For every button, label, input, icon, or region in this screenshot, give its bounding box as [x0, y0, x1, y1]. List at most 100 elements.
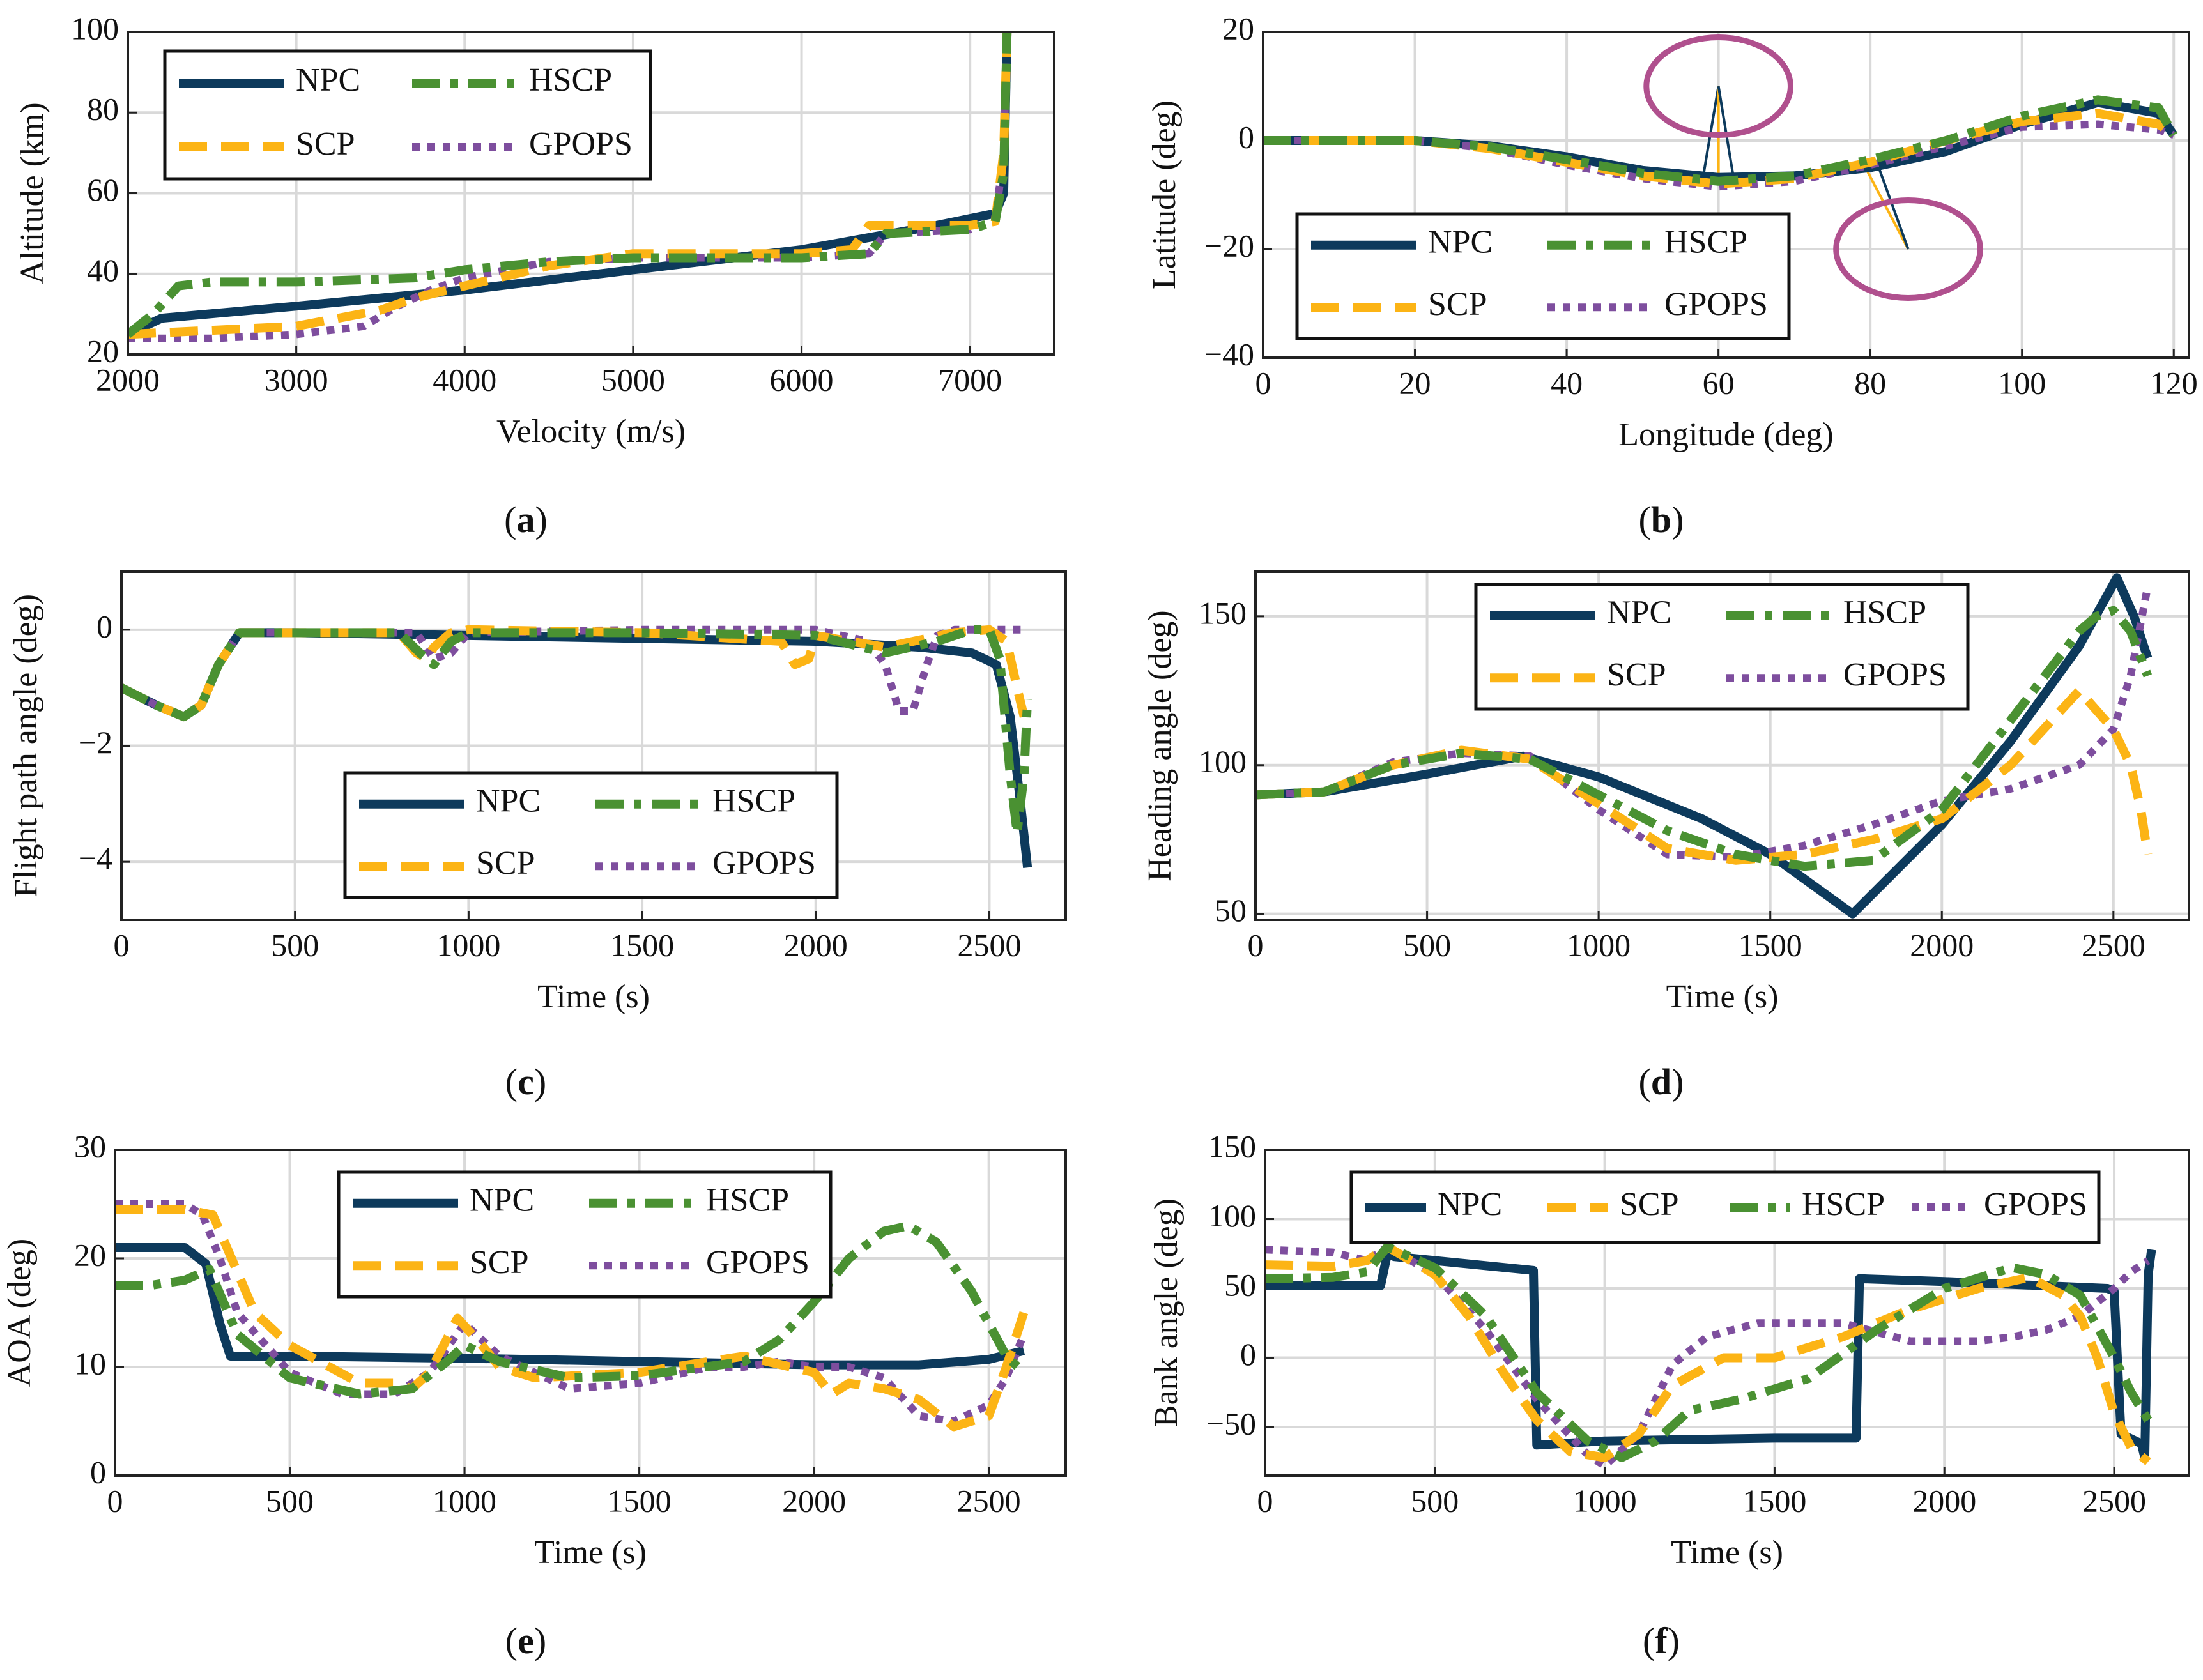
- series-line-hscp: [115, 1221, 1027, 1399]
- series-line-gpops: [1263, 120, 2176, 191]
- x-tick-label: 40: [1551, 365, 1583, 401]
- legend: NPC HSCP SCP GPOPS: [337, 1170, 833, 1299]
- y-tick-label: −40: [1204, 336, 1254, 372]
- y-tick-label: 0: [1238, 119, 1254, 155]
- y-tick-label: 60: [87, 172, 119, 208]
- plot-area: [1255, 573, 2153, 919]
- y-tick-label: −4: [79, 841, 112, 876]
- x-tick-label: 100: [1998, 365, 2046, 401]
- x-axis-label: Longitude (deg): [1618, 416, 1833, 453]
- legend-label-hscp: HSCP: [1664, 224, 1747, 261]
- plot-area: [1265, 1242, 2156, 1470]
- series-line-npc: [115, 1243, 1025, 1370]
- y-axis-label: Latitude (deg): [1146, 100, 1183, 289]
- x-tick-label: 60: [1703, 365, 1735, 401]
- axes-frame: [1254, 570, 2190, 921]
- legend-label-gpops: GPOPS: [1664, 286, 1768, 323]
- y-tick-label: 40: [87, 252, 119, 288]
- x-tick-label: 2000: [782, 1483, 846, 1518]
- x-tick-label: 1500: [608, 1483, 672, 1518]
- x-tick-label: 0: [1255, 365, 1271, 401]
- axes-frame: [114, 1149, 1067, 1477]
- legend-box: [1474, 583, 1970, 711]
- legend-label-gpops: GPOPS: [529, 126, 633, 162]
- legend-label-scp: SCP: [1620, 1186, 1679, 1223]
- series-line-gpops: [115, 1200, 1027, 1425]
- x-tick-label: 1500: [1739, 927, 1802, 963]
- legend: NPC HSCP SCP GPOPS: [343, 771, 839, 899]
- legend: NPC HSCP SCP GPOPS: [163, 49, 652, 181]
- axes-frame: [1262, 31, 2190, 359]
- x-tick-label: 0: [1248, 927, 1264, 963]
- chart-panel-d: 0 500 1000 1500 2000 2500 50 100 150 Time (s) Head…: [1142, 570, 2190, 1103]
- legend-label-hscp: HSCP: [712, 783, 795, 820]
- y-tick-label: 0: [1240, 1336, 1256, 1372]
- x-axis-label: Time (s): [1671, 1534, 1783, 1571]
- chart-panel-b: 0 20 40 60 80 100 120 −40 −20 0 20 Longitude (deg) L…: [1146, 10, 2198, 540]
- series-line-npc: [1255, 573, 2153, 919]
- x-tick-label: 2000: [784, 927, 848, 963]
- x-tick-label: 0: [1257, 1483, 1273, 1518]
- x-tick-label: 5000: [601, 362, 665, 397]
- panel-caption: (a): [504, 499, 548, 540]
- x-axis-label: Time (s): [537, 979, 650, 1015]
- x-tick-label: 4000: [433, 362, 496, 397]
- legend-label-gpops: GPOPS: [1843, 657, 1947, 693]
- x-tick-label: 2500: [2082, 927, 2145, 963]
- legend-label-npc: NPC: [476, 783, 541, 820]
- series-line-scp: [115, 1205, 1029, 1432]
- axes-frame: [127, 31, 1055, 356]
- y-tick-label: 50: [1215, 892, 1247, 928]
- series-line-hscp: [1263, 95, 2178, 186]
- y-tick-label: 150: [1208, 1128, 1256, 1164]
- y-tick-label: 20: [74, 1237, 106, 1272]
- y-tick-label: 20: [1222, 10, 1254, 46]
- plot-area: [115, 1200, 1029, 1432]
- chart-panel-c: 0 500 1000 1500 2000 2500 −4 −2 0 Time (s) Flight …: [8, 570, 1067, 1103]
- y-tick-label: 100: [1199, 744, 1247, 779]
- x-tick-label: 500: [1403, 927, 1451, 963]
- axes-frame: [1264, 1149, 2190, 1477]
- x-tick-label: 0: [107, 1483, 123, 1518]
- x-tick-label: 1000: [436, 927, 500, 963]
- legend-label-hscp: HSCP: [1802, 1186, 1885, 1223]
- legend-label-scp: SCP: [476, 845, 535, 882]
- y-axis-label: Flight path angle (deg): [8, 594, 44, 897]
- legend-label-npc: NPC: [296, 62, 360, 98]
- legend-label-npc: NPC: [1607, 595, 1671, 631]
- y-tick-label: 30: [74, 1128, 106, 1164]
- y-tick-label: 100: [1208, 1198, 1256, 1233]
- x-tick-label: 1500: [1742, 1483, 1806, 1518]
- y-axis-label: Heading angle (deg): [1142, 610, 1178, 881]
- legend: NPC SCP HSCP GPOPS: [1349, 1170, 2101, 1244]
- plot-area: [121, 625, 1032, 869]
- plot-area: [128, 32, 1012, 342]
- x-tick-label: 1000: [433, 1483, 496, 1518]
- series-line-scp: [1265, 1242, 2151, 1465]
- legend-label-hscp: HSCP: [1843, 595, 1926, 631]
- chart-panel-e: 0 500 1000 1500 2000 2500 0 10 20 30 Time (s) AOA (…: [1, 1128, 1067, 1661]
- y-tick-label: 0: [90, 1454, 106, 1490]
- x-tick-label: 1000: [1573, 1483, 1637, 1518]
- y-tick-label: 50: [1224, 1267, 1256, 1302]
- chart-panel-f: 0 500 1000 1500 2000 2500 −50 0 50 100 150 Time (s)…: [1148, 1128, 2190, 1661]
- x-tick-label: 500: [271, 927, 319, 963]
- y-tick-label: −50: [1206, 1406, 1256, 1442]
- x-tick-label: 20: [1399, 365, 1431, 401]
- legend-label-gpops: GPOPS: [1984, 1186, 2087, 1223]
- legend-label-hscp: HSCP: [706, 1182, 789, 1219]
- legend-box: [1295, 212, 1791, 340]
- y-axis-label: AOA (deg): [1, 1239, 38, 1387]
- x-tick-label: 3000: [265, 362, 328, 397]
- legend-label-npc: NPC: [1438, 1186, 1502, 1223]
- x-tick-label: 2500: [2082, 1483, 2146, 1518]
- y-axis-label: Altitude (km): [14, 102, 50, 284]
- axes-frame: [120, 570, 1067, 921]
- x-tick-label: 7000: [938, 362, 1002, 397]
- chart-panel-a: 2000 3000 4000 5000 6000 7000 20 40 60 80 100 Veloc…: [14, 10, 1055, 540]
- plot-area: [1263, 86, 2178, 250]
- x-axis-label: Time (s): [1666, 979, 1779, 1015]
- annotation-ellipse: [1833, 197, 1983, 301]
- x-axis-label: Time (s): [534, 1534, 647, 1571]
